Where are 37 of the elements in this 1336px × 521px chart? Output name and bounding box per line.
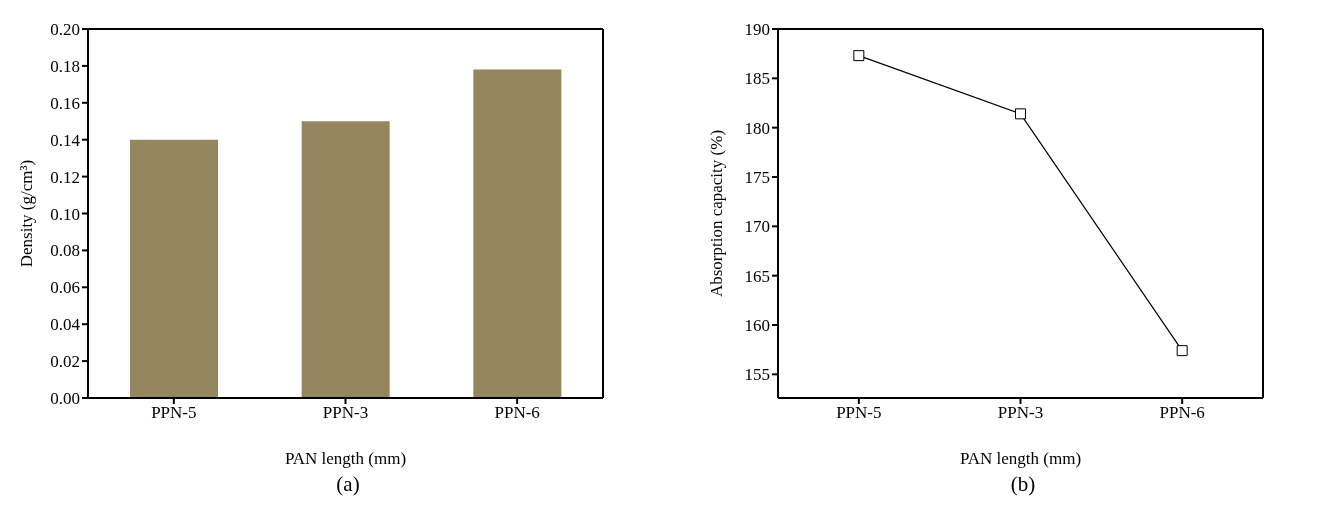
y-tick-label: 0.04 [50, 315, 81, 335]
x-tick-label: PPN-6 [1159, 403, 1205, 423]
x-tick-label: PPN-3 [997, 403, 1044, 423]
y-tick-label: 0.02 [50, 352, 80, 372]
point [853, 50, 865, 62]
y-tick-label: 0.10 [50, 204, 80, 224]
y-tick-label: 0.16 [50, 93, 80, 113]
x-tick-label: PPN-3 [322, 403, 369, 423]
y-tick-label: 0.06 [50, 278, 80, 298]
y-tick-label: 160 [744, 316, 770, 336]
y-tick-label: 180 [744, 118, 770, 138]
y-tick-label: 185 [744, 69, 770, 89]
bar [301, 121, 390, 398]
x-tick-label: PPN-5 [151, 403, 197, 423]
point [1015, 108, 1026, 120]
text: (a) [335, 472, 361, 497]
y-tick-label: 190 [744, 20, 770, 40]
x-tick-label: PPN-6 [494, 403, 540, 423]
x-axis-title: PAN length (mm) [284, 449, 407, 468]
y-tick-label: 0.08 [50, 241, 80, 261]
y-tick-label: 175 [744, 168, 770, 188]
y-tick-label: 0.18 [50, 56, 80, 76]
y-tick-label: 155 [744, 365, 770, 385]
y-axis-title: Absorption capacity (%) [707, 129, 727, 298]
y-tick-label: 170 [744, 217, 770, 237]
y-tick-label: 0.20 [50, 20, 80, 40]
bar [130, 139, 218, 398]
y-tick-label: 0.14 [50, 130, 81, 150]
point [1176, 345, 1188, 357]
x-axis-title: PAN length (mm) [959, 449, 1082, 468]
y-tick-label: 0.12 [50, 167, 80, 187]
y-tick-label: 165 [744, 266, 770, 286]
text: (b) [1009, 472, 1037, 497]
x-tick-label: PPN-5 [836, 403, 882, 423]
y-axis-title: Density (g/cm³) [17, 159, 37, 268]
y-tick-label: 0.00 [50, 389, 80, 409]
bar [473, 69, 562, 398]
